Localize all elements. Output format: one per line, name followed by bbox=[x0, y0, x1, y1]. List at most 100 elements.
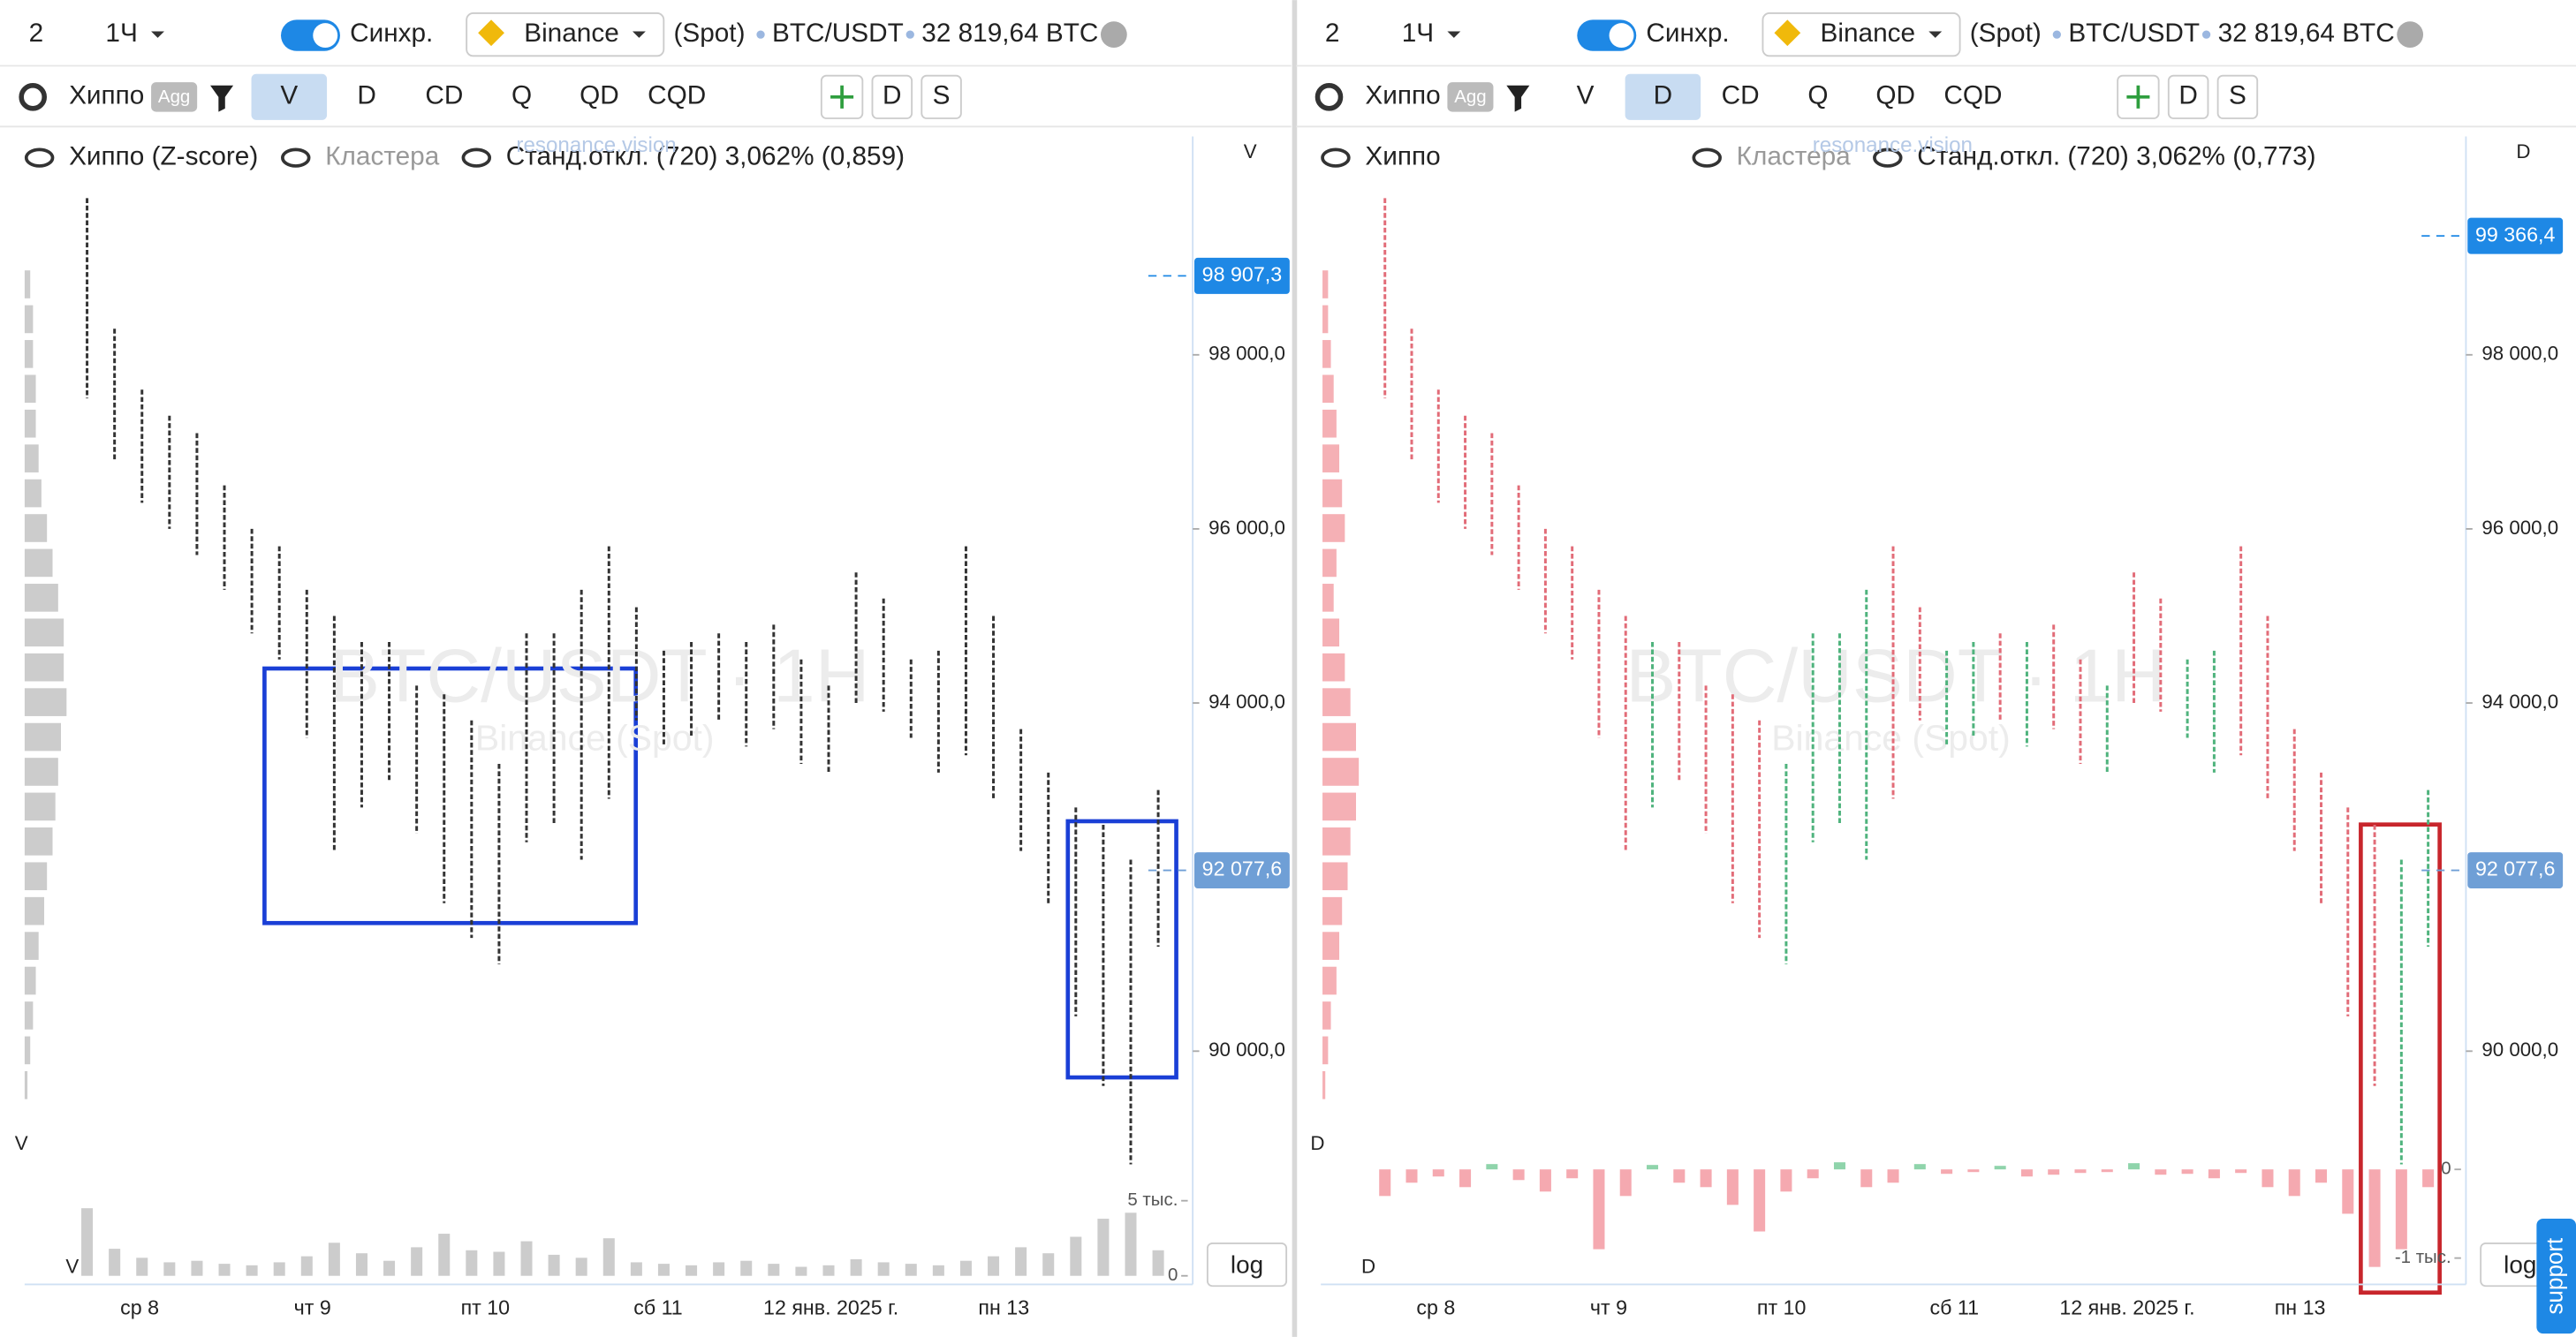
eye-icon[interactable] bbox=[1873, 147, 1903, 168]
sub-bar bbox=[1566, 1169, 1579, 1179]
sub-bar bbox=[2395, 1169, 2407, 1250]
sub-bar bbox=[2155, 1169, 2167, 1175]
sub-bar bbox=[1754, 1169, 1766, 1232]
sub-bar bbox=[2101, 1169, 2113, 1173]
sub-bar bbox=[630, 1262, 642, 1276]
agg-badge[interactable] bbox=[151, 82, 198, 112]
legend-item[interactable]: Хиппо (Z-score) bbox=[69, 141, 258, 170]
sub-bar bbox=[1647, 1165, 1659, 1170]
y-tick-label: 96 000,0 bbox=[2481, 517, 2558, 539]
profile-bar bbox=[24, 409, 36, 438]
log-label[interactable]: log bbox=[2504, 1250, 2536, 1278]
sub-bar bbox=[163, 1262, 176, 1276]
tab[interactable]: V bbox=[280, 81, 298, 110]
profile-bar bbox=[24, 862, 48, 891]
tab[interactable]: QD bbox=[1875, 81, 1915, 110]
tab[interactable]: V bbox=[1577, 81, 1595, 110]
log-button[interactable] bbox=[1206, 1242, 1288, 1288]
legend-item[interactable]: Станд.откл. (720) 3,062% (0,859) bbox=[506, 141, 905, 170]
sub-bar bbox=[1619, 1169, 1632, 1197]
eye-icon[interactable] bbox=[461, 147, 492, 168]
profile-bar bbox=[1322, 758, 1360, 786]
eye-icon[interactable] bbox=[1321, 147, 1351, 168]
eye-icon[interactable] bbox=[24, 147, 55, 168]
y-tick-label: 94 000,0 bbox=[1208, 691, 1285, 713]
sub-bar bbox=[1807, 1169, 1819, 1179]
tab[interactable]: D bbox=[1654, 81, 1673, 110]
profile-bar bbox=[24, 548, 53, 578]
layout-button[interactable]: 2 bbox=[1325, 19, 1340, 48]
toggle-knob bbox=[313, 23, 338, 49]
support-button[interactable] bbox=[2536, 1218, 2576, 1334]
profile-bar bbox=[24, 827, 53, 856]
sub-bar bbox=[136, 1258, 148, 1276]
log-label[interactable]: log bbox=[1231, 1250, 1263, 1278]
x-tick-label: чт 9 bbox=[1590, 1295, 1627, 1318]
sub-bar bbox=[686, 1265, 698, 1276]
tab[interactable]: D bbox=[357, 81, 375, 110]
tab[interactable]: S bbox=[2229, 81, 2246, 110]
x-tick-label: чт 9 bbox=[294, 1295, 331, 1318]
tab[interactable]: D bbox=[883, 81, 902, 110]
indicator-name[interactable]: Хиппо bbox=[1365, 81, 1440, 110]
settings-icon[interactable] bbox=[1315, 83, 1344, 111]
tab-box[interactable] bbox=[921, 74, 962, 119]
eye-icon[interactable] bbox=[281, 147, 311, 168]
indicator-name[interactable]: Хиппо bbox=[69, 81, 144, 110]
agg-label[interactable]: Agg bbox=[1454, 87, 1486, 107]
interval-button[interactable]: 1Ч bbox=[105, 19, 137, 48]
sync-label: Синхр. bbox=[1646, 19, 1729, 48]
sub-bar bbox=[795, 1266, 807, 1276]
marker-label: 98 907,3 bbox=[1202, 263, 1282, 286]
tab[interactable]: Q bbox=[511, 81, 532, 110]
tab[interactable]: CD bbox=[425, 81, 463, 110]
sub-bar bbox=[1379, 1169, 1391, 1197]
settings-icon[interactable] bbox=[19, 83, 48, 111]
filter-icon[interactable] bbox=[1506, 85, 1530, 112]
legend-item[interactable]: Станд.откл. (720) 3,062% (0,773) bbox=[1917, 141, 2315, 170]
tab-box[interactable] bbox=[871, 74, 913, 119]
sub-bar bbox=[768, 1264, 780, 1276]
tab[interactable]: CQD bbox=[1943, 81, 2002, 110]
legend-item[interactable]: Хиппо bbox=[1365, 141, 1440, 170]
x-tick-label: сб 11 bbox=[1930, 1295, 1980, 1318]
sub-tick-label: 0 bbox=[2441, 1159, 2451, 1179]
sub-bar bbox=[2288, 1169, 2300, 1197]
tab[interactable]: QD bbox=[580, 81, 619, 110]
pair-label: BTC/USDT bbox=[772, 19, 904, 48]
tab[interactable]: D bbox=[2178, 81, 2198, 110]
tab[interactable]: Q bbox=[1807, 81, 1828, 110]
sub-bar bbox=[1539, 1169, 1551, 1192]
sub-bar bbox=[657, 1264, 670, 1276]
sub-bar bbox=[1152, 1250, 1164, 1276]
status-dot bbox=[1100, 21, 1127, 49]
profile-bar bbox=[24, 932, 39, 960]
exchange-select[interactable] bbox=[1762, 12, 1961, 57]
sub-bar bbox=[2208, 1169, 2220, 1179]
tab-box[interactable] bbox=[2167, 74, 2209, 119]
filter-icon[interactable] bbox=[210, 85, 234, 112]
sub-bar bbox=[822, 1265, 835, 1276]
profile-bar bbox=[1322, 932, 1340, 960]
sub-bar bbox=[740, 1260, 753, 1276]
exchange-logo bbox=[1774, 19, 1801, 47]
agg-badge[interactable] bbox=[1447, 82, 1494, 112]
eye-icon[interactable] bbox=[1692, 147, 1722, 168]
profile-bar bbox=[24, 688, 67, 716]
support-label[interactable]: support bbox=[2542, 1237, 2568, 1315]
interval-button[interactable]: 1Ч bbox=[1402, 19, 1434, 48]
x-tick-label: сб 11 bbox=[633, 1295, 683, 1318]
profile-bar bbox=[24, 1036, 31, 1065]
agg-label[interactable]: Agg bbox=[158, 87, 190, 107]
legend-item[interactable]: Кластера bbox=[325, 141, 439, 170]
tab-box[interactable] bbox=[2216, 74, 2259, 119]
marker-label: 99 366,4 bbox=[2475, 223, 2556, 245]
exchange-select[interactable] bbox=[466, 12, 665, 57]
market-label: (Spot) bbox=[1970, 19, 2042, 48]
legend-item[interactable]: Кластера bbox=[1737, 141, 1851, 170]
tab[interactable]: CD bbox=[1722, 81, 1760, 110]
tab[interactable]: S bbox=[933, 81, 951, 110]
layout-button[interactable]: 2 bbox=[29, 19, 44, 48]
tab[interactable]: CQD bbox=[648, 81, 706, 110]
